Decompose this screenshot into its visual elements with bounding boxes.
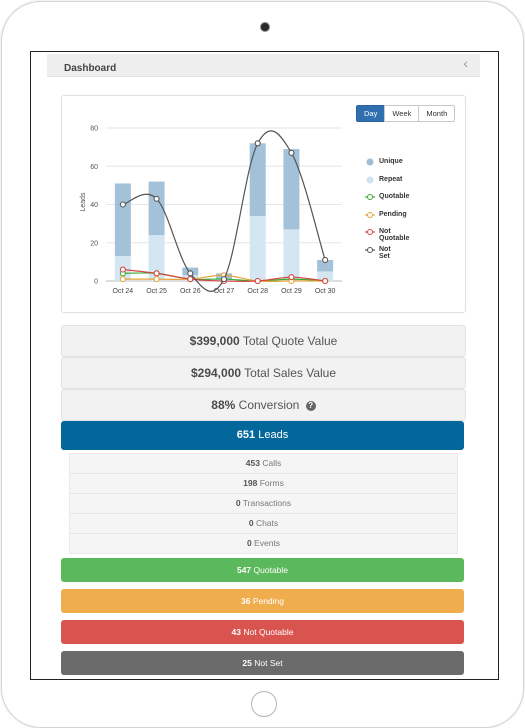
bar-unique [283, 149, 300, 230]
legend-label: Not Quotable [379, 228, 410, 242]
bar-unique [148, 181, 165, 236]
point-not-quotable [119, 266, 126, 273]
source-label: Chats [255, 518, 279, 528]
list-item: 198 Forms [70, 474, 457, 494]
quote-label: Total Quote Value [242, 334, 338, 348]
leads-count: 651 [236, 429, 256, 441]
legend-label: Unique [379, 158, 403, 165]
point-not-quotable [288, 274, 295, 281]
screen: Dashboard ‹ Day Week Month 0 20 40 60 80 Oct … [30, 51, 499, 680]
legend-label: Pending [379, 210, 407, 218]
conversion-value: 88% [211, 398, 236, 412]
source-label: Transactions [242, 498, 292, 508]
y-tick-label: 80 [90, 126, 98, 133]
list-item: 0 Events [70, 534, 457, 553]
quote-value: $399,000 [189, 334, 240, 348]
status-not-quotable-bar[interactable]: 43 Not Quotable [61, 620, 464, 644]
camera-icon [260, 22, 270, 32]
conversion-label: Conversion [238, 398, 300, 412]
bar-repeat [148, 235, 165, 281]
point-pending [153, 276, 160, 283]
legend-label: Repeat [379, 175, 403, 183]
sales-label: Total Sales Value [244, 366, 337, 380]
y-tick-label: 20 [90, 240, 98, 247]
status-count: 43 [231, 627, 241, 637]
chevron-left-icon[interactable]: ‹ [463, 55, 468, 71]
status-count: 36 [240, 596, 251, 606]
x-tick-label: Oct 30 [315, 288, 336, 295]
list-item: 0 Transactions [70, 494, 457, 514]
point-not-quotable [322, 277, 329, 285]
status-count: 547 [236, 565, 252, 575]
source-count: 0 [248, 518, 254, 528]
point-not-set [153, 195, 160, 202]
point-not-quotable [254, 277, 261, 285]
leads-chart-panel: Day Week Month 0 20 40 60 80 Oct 24 Oct 25 Oct … [61, 95, 466, 313]
status-label: Pending [252, 596, 285, 606]
range-month-button[interactable]: Month [418, 105, 456, 122]
point-pending [119, 276, 126, 283]
leads-total-bar[interactable]: 651 Leads [61, 421, 464, 450]
home-button[interactable] [251, 691, 277, 717]
bar-repeat [317, 271, 334, 281]
bar-repeat [249, 215, 266, 281]
source-label: Calls [262, 458, 282, 468]
point-not-set [187, 270, 194, 277]
x-tick-label: Oct 29 [281, 288, 302, 295]
status-pending-bar[interactable]: 36 Pending [61, 589, 464, 613]
leads-chart: 0 20 40 60 80 Oct 24 Oct 25 Oct 26 Oct 27 Oct 28 O… [80, 126, 342, 295]
status-label: Not Set [254, 658, 283, 668]
total-quote-value: $399,000 Total Quote Value [61, 325, 466, 357]
status-quotable-bar[interactable]: 547 Quotable [61, 558, 464, 582]
status-label: Quotable [253, 565, 289, 575]
list-item: 0 Chats [70, 514, 457, 534]
sales-value: $294,000 [190, 366, 242, 380]
legend-label: Not Set [379, 245, 391, 260]
status-count: 25 [242, 658, 252, 668]
lead-source-breakdown: 453 Calls 198 Forms 0 Transactions 0 Cha… [69, 453, 458, 554]
bar-unique [114, 183, 131, 257]
point-not-set [119, 201, 126, 208]
point-not-quotable [187, 276, 194, 283]
x-tick-label: Oct 26 [180, 288, 201, 295]
bar-unique [249, 143, 266, 216]
source-count: 0 [235, 498, 241, 508]
y-axis-label: Leads [80, 192, 87, 212]
y-tick-label: 40 [90, 202, 98, 209]
range-toggle: Day Week Month [356, 105, 456, 122]
bar-repeat [283, 229, 300, 281]
source-label: Forms [259, 478, 284, 488]
source-count: 0 [246, 538, 252, 548]
total-sales-value: $294,000 Total Sales Value [61, 357, 466, 389]
status-not-set-bar[interactable]: 25 Not Set [61, 651, 464, 675]
bar-unique [317, 259, 334, 272]
source-count: 198 [243, 478, 258, 488]
conversion-rate: 88% Conversion ? [61, 389, 466, 421]
list-item: 453 Calls [70, 454, 457, 474]
x-tick-label: Oct 27 [214, 288, 235, 295]
range-week-button[interactable]: Week [384, 105, 420, 122]
point-not-quotable [153, 270, 160, 277]
x-tick-label: Oct 28 [247, 288, 268, 295]
leads-label: Leads [258, 429, 289, 441]
point-not-set [322, 256, 329, 264]
question-circle-icon[interactable]: ? [305, 401, 316, 411]
point-not-set [254, 140, 261, 147]
point-not-set [220, 276, 228, 283]
y-tick-label: 0 [94, 279, 98, 286]
legend-label: Quotable [379, 193, 410, 200]
source-label: Events [254, 538, 281, 548]
y-tick-label: 60 [90, 164, 98, 171]
page-title: Dashboard [64, 63, 117, 74]
x-tick-label: Oct 24 [113, 288, 134, 295]
status-label: Not Quotable [243, 627, 294, 637]
point-not-set [288, 149, 295, 156]
dashboard-header: Dashboard ‹ [47, 54, 480, 77]
x-tick-label: Oct 25 [146, 288, 167, 295]
source-count: 453 [245, 458, 260, 468]
